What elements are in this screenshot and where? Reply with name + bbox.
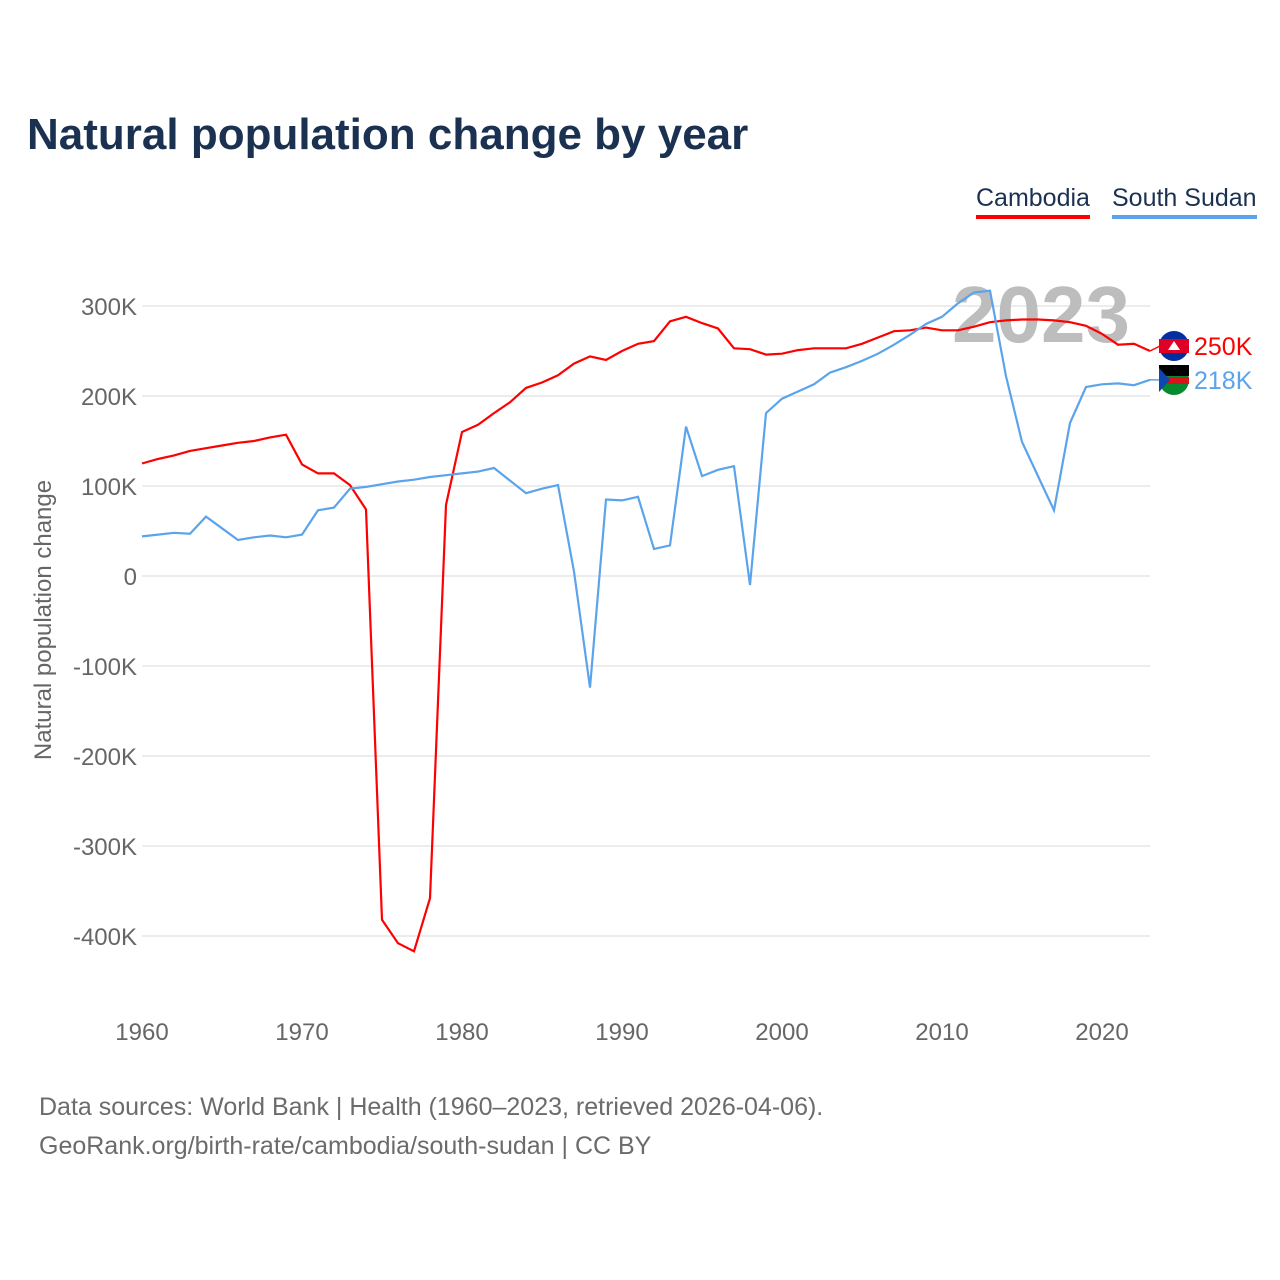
end-value-label: 250K [1194,333,1253,361]
flag-temple [1168,341,1180,350]
y-axis-label: Natural population change [30,480,57,760]
flag-band [1159,365,1189,376]
end-value-label: 218K [1194,367,1253,395]
legend-cambodia[interactable]: Cambodia [976,184,1090,219]
legend-south-sudan[interactable]: South Sudan [1112,184,1257,219]
y-tick-label: -200K [73,744,137,771]
y-tick-label: -100K [73,654,137,681]
y-tick-label: 300K [81,294,137,321]
y-tick-label: 200K [81,384,137,411]
y-tick-label: 100K [81,474,137,501]
series-line-south-sudan [141,289,1151,688]
x-tick-label: 1990 [595,1019,648,1046]
source-line-2: GeoRank.org/birth-rate/cambodia/south-su… [39,1132,652,1160]
source-line-1: Data sources: World Bank | Health (1960–… [39,1093,824,1121]
series-line-cambodia [141,315,1151,953]
flag-band [1159,377,1189,384]
source-note: Data sources: World Bank | Health (1960–… [39,1088,823,1166]
x-tick-label: 2020 [1075,1019,1128,1046]
end-connector [1149,345,1161,352]
x-tick-label: 2010 [915,1019,968,1046]
x-tick-label: 1970 [275,1019,328,1046]
y-tick-label: 0 [124,564,137,591]
x-tick-label: 2000 [755,1019,808,1046]
year-watermark: 2023 [952,270,1130,359]
x-tick-label: 1960 [115,1019,168,1046]
chart-title: Natural population change by year [27,110,749,159]
y-tick-label: -300K [73,834,137,861]
y-tick-label: -400K [73,924,137,951]
x-tick-label: 1980 [435,1019,488,1046]
flag-triangle [1159,368,1170,392]
